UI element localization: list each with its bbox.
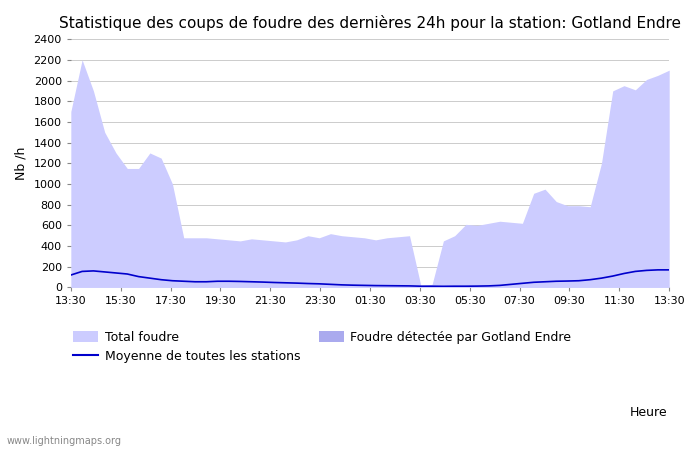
Text: www.lightningmaps.org: www.lightningmaps.org — [7, 436, 122, 446]
Title: Statistique des coups de foudre des dernières 24h pour la station: Gotland Endre: Statistique des coups de foudre des dern… — [59, 15, 681, 31]
Legend: Total foudre, Moyenne de toutes les stations, Foudre détectée par Gotland Endre: Total foudre, Moyenne de toutes les stat… — [69, 326, 576, 368]
Text: Heure: Heure — [630, 405, 668, 418]
Y-axis label: Nb /h: Nb /h — [15, 147, 28, 180]
